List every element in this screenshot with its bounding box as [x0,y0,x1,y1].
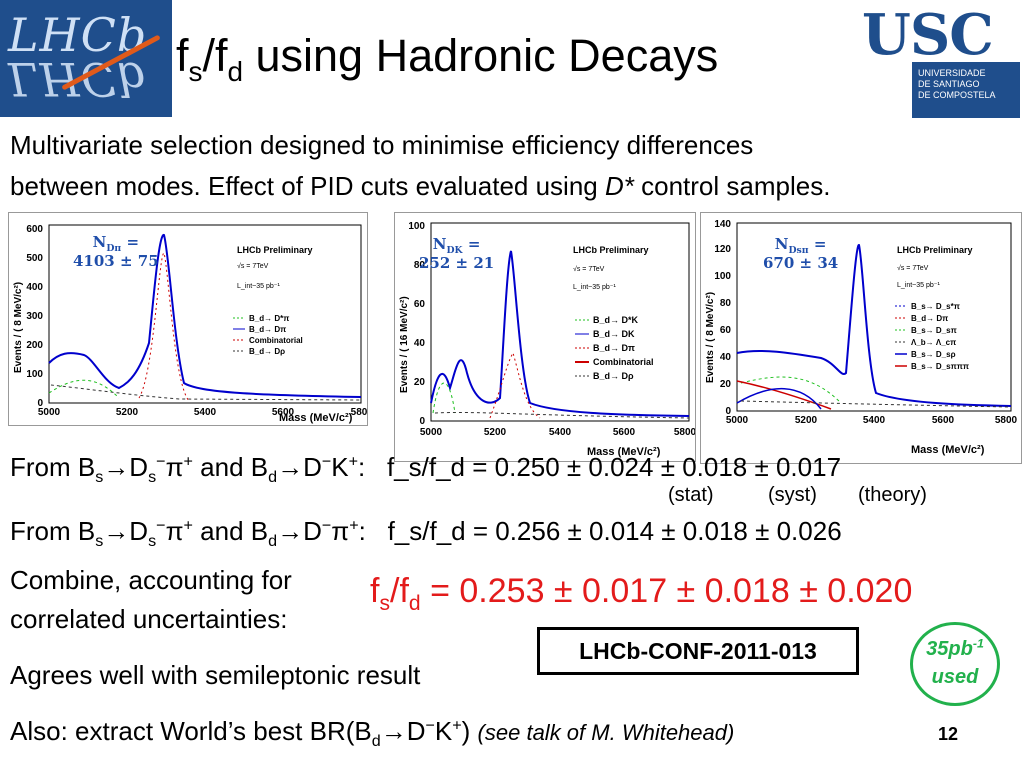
svg-text:5000: 5000 [420,427,443,438]
svg-text:500: 500 [26,253,43,264]
svg-text:60: 60 [720,325,732,336]
svg-text:Λ_b→ Λ_cπ: Λ_b→ Λ_cπ [911,338,956,347]
svg-text:5400: 5400 [194,407,217,418]
svg-text:L_int~35 pb⁻¹: L_int~35 pb⁻¹ [897,282,940,289]
svg-text:5400: 5400 [863,415,886,426]
agrees-line: Agrees well with semileptonic result [10,660,421,690]
svg-text:Combinatorial: Combinatorial [593,357,654,367]
svg-text:300: 300 [26,311,43,322]
svg-text:LHCb Preliminary: LHCb Preliminary [573,245,649,255]
combine-line-1: Combine, accounting for [10,565,292,595]
yield-label-dpi: NDπ = 4103 ± 75 [73,233,159,270]
svg-text:LHCb Preliminary: LHCb Preliminary [897,245,973,255]
ylabel: Events / ( 8 MeV/c²) [13,282,24,373]
svg-text:B_d→ DK: B_d→ DK [593,329,635,339]
svg-text:Mass (MeV/c²): Mass (MeV/c²) [587,446,661,458]
lhcb-logo: LHCb LHCb [0,0,172,117]
svg-text:Events / ( 8 MeV/c²): Events / ( 8 MeV/c²) [705,292,716,383]
slide-title: fs/fd using Hadronic Decays [176,30,719,87]
svg-text:B_s→ D_sπ: B_s→ D_sπ [911,326,957,335]
intro-line-1: Multivariate selection designed to minim… [10,130,754,160]
svg-text:5200: 5200 [795,415,818,426]
svg-text:B_s→ D_s*π: B_s→ D_s*π [911,302,960,311]
svg-text:140: 140 [714,219,731,230]
syst-label: (syst) [768,484,817,506]
svg-text:√s = 7TeV: √s = 7TeV [237,262,269,270]
svg-text:400: 400 [26,282,43,293]
svg-text:0: 0 [419,416,425,427]
combine-line-2: correlated uncertainties: [10,604,288,634]
luminosity-badge: 35pb-1 used [910,622,1000,706]
svg-text:Mass (MeV/c²): Mass (MeV/c²) [911,444,985,456]
svg-text:B_d→ Dρ: B_d→ Dρ [593,371,634,381]
svg-text:20: 20 [720,379,732,390]
svg-text:5000: 5000 [38,407,61,418]
theory-label: (theory) [858,484,927,506]
svg-text:B_d→ D*π: B_d→ D*π [249,314,289,323]
svg-text:120: 120 [714,244,731,255]
svg-text:80: 80 [720,298,732,309]
also-line: Also: extract World’s best BR(Bd→D−K+) (… [10,716,735,751]
usc-logo-text: USC [862,2,994,68]
svg-text:5200: 5200 [484,427,507,438]
combined-result: fs/fd = 0.253 ± 0.017 ± 0.018 ± 0.020 [370,572,913,615]
svg-text:0: 0 [37,398,43,409]
svg-text:B_d→ Dπ: B_d→ Dπ [911,314,948,323]
svg-text:5600: 5600 [272,407,295,418]
svg-text:5000: 5000 [726,415,749,426]
svg-text:100: 100 [26,369,43,380]
svg-text:L_int~35 pb⁻¹: L_int~35 pb⁻¹ [573,284,616,291]
svg-text:200: 200 [26,340,43,351]
svg-text:5800: 5800 [995,415,1018,426]
svg-text:40: 40 [720,352,732,363]
svg-text:L_int~35 pb⁻¹: L_int~35 pb⁻¹ [237,283,280,290]
svg-text:60: 60 [414,299,426,310]
usc-logo-box: UNIVERSIDADE DE SANTIAGO DE COMPOSTELA [912,62,1020,118]
result-line-dk: From Bs→Ds−π+ and Bd→D−K+: f_s/f_d = 0.2… [10,452,842,487]
result-line-dpi: From Bs→Ds−π+ and Bd→D−π+: f_s/f_d = 0.2… [10,516,842,551]
intro-line-2: between modes. Effect of PID cuts evalua… [10,171,831,201]
svg-text:Combinatorial: Combinatorial [249,336,303,345]
svg-text:5600: 5600 [613,427,636,438]
svg-text:B_d→ Dπ: B_d→ Dπ [593,343,635,353]
svg-text:0: 0 [725,406,731,417]
svg-text:100: 100 [408,221,425,232]
stat-label: (stat) [668,484,714,506]
mass-plot-dk: Events / ( 16 MeV/c²) Mass (MeV/c²) 0 20… [394,212,697,462]
yield-label-dk: NDK = 252 ± 21 [419,235,495,272]
svg-text:5200: 5200 [116,407,139,418]
svg-text:B_d→ Dρ: B_d→ Dρ [249,347,285,356]
svg-text:B_s→ D_sπππ: B_s→ D_sπππ [911,362,969,371]
svg-text:LHCb Preliminary: LHCb Preliminary [237,245,313,255]
svg-text:80: 80 [414,260,426,271]
mass-plot-dpi: Events / ( 8 MeV/c²) Mass (MeV/c²) 0 100… [8,212,368,426]
svg-text:20: 20 [414,377,426,388]
yield-label-dspi: NDsπ = 670 ± 34 [763,235,839,272]
svg-text:√s = 7TeV: √s = 7TeV [573,265,605,273]
page-number: 12 [938,724,959,744]
xlabel: Mass (MeV/c²) [279,412,353,424]
svg-text:B_d→ D*K: B_d→ D*K [593,315,639,325]
usc-logo: USC UNIVERSIDADE DE SANTIAGO DE COMPOSTE… [862,0,1020,118]
result-value-dpi: f_s/f_d = 0.256 ± 0.014 ± 0.018 ± 0.026 [387,516,842,546]
mass-plot-dspi: Events / ( 8 MeV/c²) Mass (MeV/c²) 0 20 … [700,212,1022,464]
svg-text:B_s→ D_sρ: B_s→ D_sρ [911,350,956,359]
svg-text:40: 40 [414,338,426,349]
svg-text:580: 580 [351,407,367,418]
result-value-dk: f_s/f_d = 0.250 ± 0.024 ± 0.018 ± 0.017 [386,452,842,482]
svg-text:B_d→ Dπ: B_d→ Dπ [249,325,286,334]
svg-text:Events / ( 16 MeV/c²): Events / ( 16 MeV/c²) [399,296,410,393]
conf-note-box: LHCb-CONF-2011-013 [537,627,859,675]
svg-text:600: 600 [26,224,43,235]
svg-text:5800: 5800 [674,427,695,438]
svg-text:100: 100 [714,271,731,282]
svg-text:√s = 7TeV: √s = 7TeV [897,264,929,272]
svg-text:5600: 5600 [932,415,955,426]
svg-text:5400: 5400 [549,427,572,438]
